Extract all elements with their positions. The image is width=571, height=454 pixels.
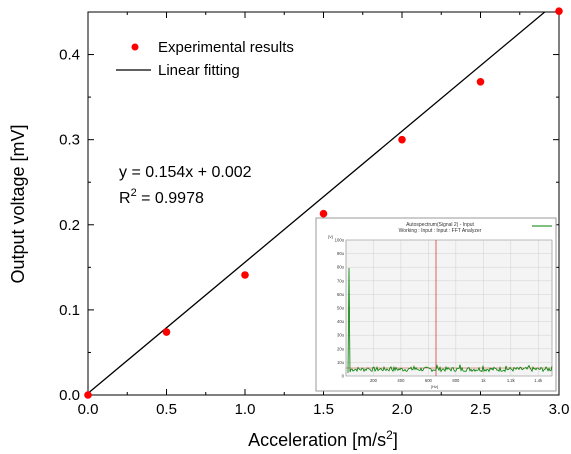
data-points	[84, 7, 563, 399]
inset-y-tick-label: 20u	[337, 346, 345, 351]
inset-y-tick-label: 100u	[335, 238, 345, 243]
inset-grid	[346, 239, 552, 377]
y-tick-label: 0.3	[59, 132, 80, 149]
data-point	[476, 77, 485, 86]
inset-title-line1: Autospectrum(Signal 2) - Input	[406, 222, 474, 228]
x-tick-label: 1.5	[313, 401, 334, 418]
legend-marker-experimental	[131, 43, 139, 51]
y-axis-tick-labels: 0.0 0.1 0.2 0.3 0.4	[59, 47, 80, 404]
inset-x-tick-label: 1k	[481, 378, 486, 383]
y-axis-title: Output voltage [mV]	[8, 124, 28, 283]
y-tick-label: 0.2	[59, 217, 80, 234]
data-point	[398, 135, 406, 144]
inset-y-tick-label: 0	[342, 374, 345, 379]
data-point	[162, 328, 171, 336]
inset-y-tick-labels: 100u 90u 80u 70u 60u 50u 40u 30u 20u 10u 0	[335, 238, 345, 379]
legend: Experimental results Linear fitting	[116, 39, 294, 79]
inset-y-tick-label: 50u	[337, 306, 345, 311]
x-axis-title: Acceleration [m/s2]	[248, 428, 398, 450]
inset-x-tick-label: 1.4k	[534, 378, 543, 383]
inset-x-tick-label: 600	[425, 378, 433, 383]
data-point	[84, 391, 92, 399]
legend-label-fit: Linear fitting	[158, 62, 240, 79]
inset-title-line2: Working : Input : Input : FFT Analyzer	[399, 228, 482, 234]
x-tick-label: 0.5	[156, 401, 177, 418]
fit-equation: y = 0.154x + 0.002	[119, 164, 252, 181]
data-point	[241, 271, 249, 279]
inset-y-tick-label: 60u	[337, 292, 345, 297]
inset-x-tick-labels: 200 400 600 800 1k 1.2k 1.4k	[370, 378, 543, 383]
inset-fft-screenshot: Autospectrum(Signal 2) - Input Working :…	[315, 217, 557, 392]
x-tick-label: 2.5	[470, 401, 491, 418]
data-point	[555, 7, 563, 15]
inset-y-tick-label: 10u	[337, 360, 345, 365]
inset-x-tick-label: 400	[397, 378, 405, 383]
x-tick-label: 2.0	[392, 401, 413, 418]
inset-y-tick-label: 70u	[337, 278, 345, 283]
inset-spectrum-trace	[347, 267, 553, 374]
x-axis-tick-labels: 0.0 0.5 1.0 1.5 2.0 2.5 3.0	[78, 401, 570, 418]
y-tick-label: 0.1	[59, 302, 80, 319]
inset-y-tick-label: 90u	[337, 251, 345, 256]
inset-x-tick-label: 800	[452, 378, 460, 383]
x-tick-label: 0.0	[78, 401, 99, 418]
inset-y-tick-label: 40u	[337, 319, 345, 324]
data-point	[319, 209, 328, 218]
inset-y-tick-label: 30u	[337, 333, 345, 338]
x-tick-label: 3.0	[549, 401, 570, 418]
r-squared: R2 = 0.9978	[119, 187, 204, 207]
inset-x-unit: [Hz]	[431, 384, 438, 389]
inset-y-tick-label: 80u	[337, 265, 345, 270]
inset-x-tick-label: 1.2k	[507, 378, 516, 383]
y-tick-label: 0.4	[59, 47, 80, 64]
legend-label-experimental: Experimental results	[158, 39, 294, 56]
main-plot: 0.0 0.5 1.0 1.5 2.0 2.5 3.0 0.0 0.1 0.2 0.3 0.4 Ac…	[8, 7, 569, 450]
inset-y-unit: [V]	[328, 234, 333, 239]
inset-x-tick-label: 200	[370, 378, 378, 383]
y-tick-label: 0.0	[59, 387, 80, 404]
x-tick-label: 1.0	[235, 401, 256, 418]
x-axis-ticks	[87, 12, 560, 395]
